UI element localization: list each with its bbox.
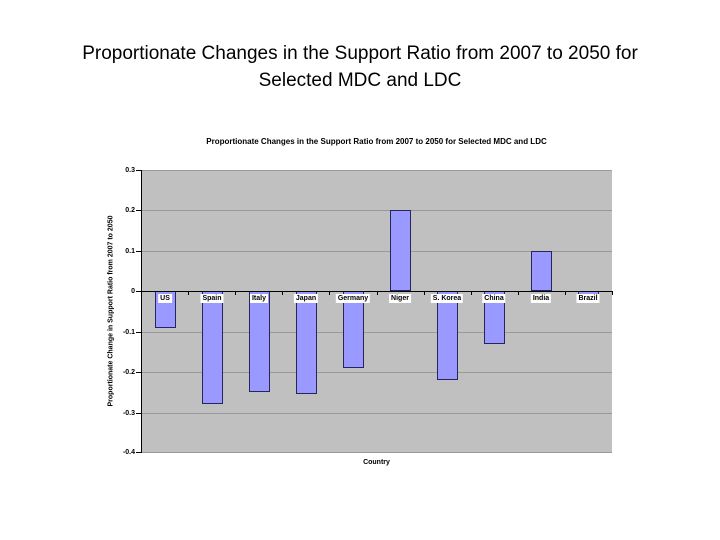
category-label: Spain: [200, 294, 224, 303]
gridline: [141, 452, 612, 453]
gridline: [141, 413, 612, 414]
category-label: India: [530, 294, 552, 303]
bar: [437, 291, 458, 380]
y-axis-tick: [136, 372, 141, 373]
category-label: Japan: [293, 294, 319, 303]
x-axis-tick: [612, 291, 613, 295]
gridline: [141, 251, 612, 252]
gridline: [141, 332, 612, 333]
x-axis-title: Country: [363, 459, 390, 466]
y-tick-label: -0.4: [122, 449, 135, 456]
x-axis-tick: [565, 291, 566, 295]
gridline: [141, 372, 612, 373]
y-axis-tick: [136, 291, 141, 292]
x-axis-tick: [329, 291, 330, 295]
support-ratio-bar-chart: Proportionate Changes in the Support Rat…: [100, 130, 620, 475]
chart-title: Proportionate Changes in the Support Rat…: [206, 137, 547, 146]
bar: [296, 291, 317, 394]
y-tick-label: 0.2: [125, 207, 135, 214]
x-axis-tick: [471, 291, 472, 295]
slide-title: Proportionate Changes in the Support Rat…: [82, 43, 638, 91]
bar: [202, 291, 223, 404]
x-axis-tick: [188, 291, 189, 295]
x-axis-tick: [235, 291, 236, 295]
x-axis-tick: [377, 291, 378, 295]
y-axis-tick: [136, 452, 141, 453]
bar: [249, 291, 270, 392]
bar: [390, 210, 411, 291]
category-label: Italy: [249, 294, 269, 303]
y-axis-tick: [136, 332, 141, 333]
y-axis-tick: [136, 210, 141, 211]
category-label: US: [158, 294, 172, 303]
x-axis-tick: [282, 291, 283, 295]
plot-area: 0.3 0.2 0.1 0 -0.1 -0.2 -0.3 -0.4 US Spain Italy Ja…: [123, 167, 613, 456]
y-axis-title: Proportionate Change in Support Ratio fr…: [107, 215, 115, 407]
y-tick-label: 0.3: [125, 167, 135, 174]
y-tick-label: 0.1: [125, 248, 135, 255]
bar: [531, 251, 552, 291]
category-label: China: [482, 294, 506, 303]
y-axis-tick: [136, 413, 141, 414]
category-label: Brazil: [576, 294, 600, 303]
y-tick-label: -0.3: [122, 410, 135, 417]
x-axis-tick: [518, 291, 519, 295]
category-label: S. Korea: [430, 294, 464, 303]
y-tick-label: -0.1: [122, 329, 135, 336]
category-label: Germany: [335, 294, 371, 303]
y-axis-line: [141, 170, 142, 453]
y-tick-label: 0: [131, 288, 135, 295]
y-tick-label: -0.2: [122, 369, 135, 376]
x-axis-tick: [424, 291, 425, 295]
gridline: [141, 210, 612, 211]
y-axis-tick: [136, 170, 141, 171]
category-label: Niger: [389, 294, 411, 303]
y-axis-tick: [136, 251, 141, 252]
x-axis-line: [141, 291, 612, 292]
gridline: [141, 170, 612, 171]
